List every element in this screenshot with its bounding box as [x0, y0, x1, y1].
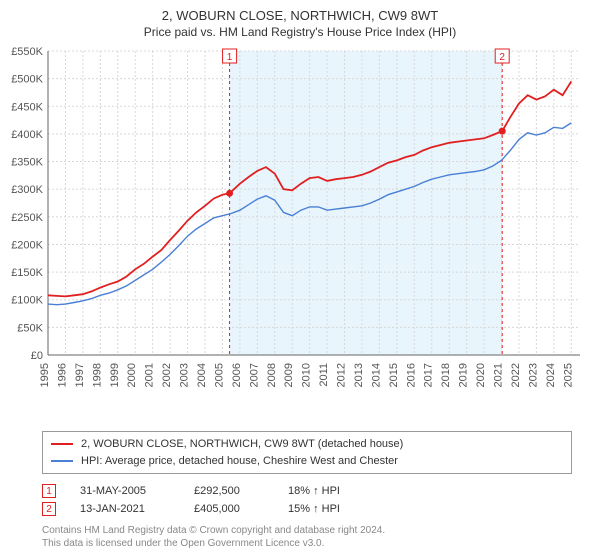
svg-text:2003: 2003	[179, 363, 191, 387]
svg-text:£300K: £300K	[11, 184, 43, 196]
svg-text:2010: 2010	[301, 363, 313, 387]
svg-text:2008: 2008	[266, 363, 278, 387]
svg-text:2024: 2024	[545, 363, 557, 387]
chart-area: £0 £50K £100K £150K £200K £250K £300K £350K £400…	[0, 45, 600, 425]
tx-comparison: 15% ↑ HPI	[288, 503, 368, 515]
svg-text:2007: 2007	[248, 363, 260, 387]
svg-text:1997: 1997	[74, 363, 86, 387]
svg-text:£50K: £50K	[17, 322, 43, 334]
legend-label: HPI: Average price, detached house, Ches…	[81, 453, 398, 470]
svg-text:2009: 2009	[283, 363, 295, 387]
tx-price: £292,500	[194, 485, 264, 497]
svg-text:1995: 1995	[39, 363, 51, 387]
svg-text:£550K: £550K	[11, 46, 43, 58]
svg-text:2025: 2025	[562, 363, 574, 387]
legend-item: HPI: Average price, detached house, Ches…	[51, 453, 563, 470]
svg-text:£200K: £200K	[11, 239, 43, 251]
footer-line: This data is licensed under the Open Gov…	[42, 537, 572, 550]
svg-text:£400K: £400K	[11, 129, 43, 141]
svg-text:2018: 2018	[440, 363, 452, 387]
svg-text:2016: 2016	[405, 363, 417, 387]
chart-subtitle: Price paid vs. HM Land Registry's House …	[0, 23, 600, 45]
tx-index-badge: 1	[42, 484, 56, 498]
svg-text:£150K: £150K	[11, 267, 43, 279]
svg-text:£450K: £450K	[11, 101, 43, 113]
svg-text:2014: 2014	[370, 363, 382, 387]
svg-text:2000: 2000	[126, 363, 138, 387]
svg-text:£100K: £100K	[11, 295, 43, 307]
svg-text:1998: 1998	[91, 363, 103, 387]
svg-text:2005: 2005	[213, 363, 225, 387]
table-row: 2 13-JAN-2021 £405,000 15% ↑ HPI	[42, 500, 572, 518]
legend: 2, WOBURN CLOSE, NORTHWICH, CW9 8WT (det…	[42, 431, 572, 474]
footer-attribution: Contains HM Land Registry data © Crown c…	[42, 524, 572, 550]
tx-date: 31-MAY-2005	[80, 485, 170, 497]
svg-text:2011: 2011	[318, 363, 330, 387]
svg-text:2022: 2022	[510, 363, 522, 387]
svg-text:2013: 2013	[353, 363, 365, 387]
svg-text:2002: 2002	[161, 363, 173, 387]
svg-text:£250K: £250K	[11, 212, 43, 224]
svg-text:2: 2	[499, 52, 505, 63]
tx-comparison: 18% ↑ HPI	[288, 485, 368, 497]
svg-text:2006: 2006	[231, 363, 243, 387]
svg-text:1996: 1996	[56, 363, 68, 387]
chart-title: 2, WOBURN CLOSE, NORTHWICH, CW9 8WT	[0, 0, 600, 23]
transactions-table: 1 31-MAY-2005 £292,500 18% ↑ HPI 2 13-JA…	[42, 482, 572, 518]
svg-text:2001: 2001	[144, 363, 156, 387]
tx-date: 13-JAN-2021	[80, 503, 170, 515]
svg-text:2020: 2020	[475, 363, 487, 387]
svg-text:1999: 1999	[109, 363, 121, 387]
svg-text:£500K: £500K	[11, 74, 43, 86]
svg-text:2012: 2012	[336, 363, 348, 387]
chart-svg: £0 £50K £100K £150K £200K £250K £300K £350K £400…	[0, 45, 600, 425]
tx-index-badge: 2	[42, 502, 56, 516]
footer-line: Contains HM Land Registry data © Crown c…	[42, 524, 572, 537]
svg-text:2015: 2015	[388, 363, 400, 387]
svg-text:2004: 2004	[196, 363, 208, 387]
tx-price: £405,000	[194, 503, 264, 515]
svg-text:2017: 2017	[423, 363, 435, 387]
legend-swatch	[51, 443, 73, 445]
svg-text:2019: 2019	[458, 363, 470, 387]
legend-swatch	[51, 460, 73, 462]
legend-item: 2, WOBURN CLOSE, NORTHWICH, CW9 8WT (det…	[51, 436, 563, 453]
svg-text:2021: 2021	[493, 363, 505, 387]
legend-label: 2, WOBURN CLOSE, NORTHWICH, CW9 8WT (det…	[81, 436, 403, 453]
table-row: 1 31-MAY-2005 £292,500 18% ↑ HPI	[42, 482, 572, 500]
svg-text:£0: £0	[31, 350, 43, 362]
svg-text:£350K: £350K	[11, 157, 43, 169]
svg-text:2023: 2023	[527, 363, 539, 387]
svg-text:1: 1	[227, 52, 233, 63]
